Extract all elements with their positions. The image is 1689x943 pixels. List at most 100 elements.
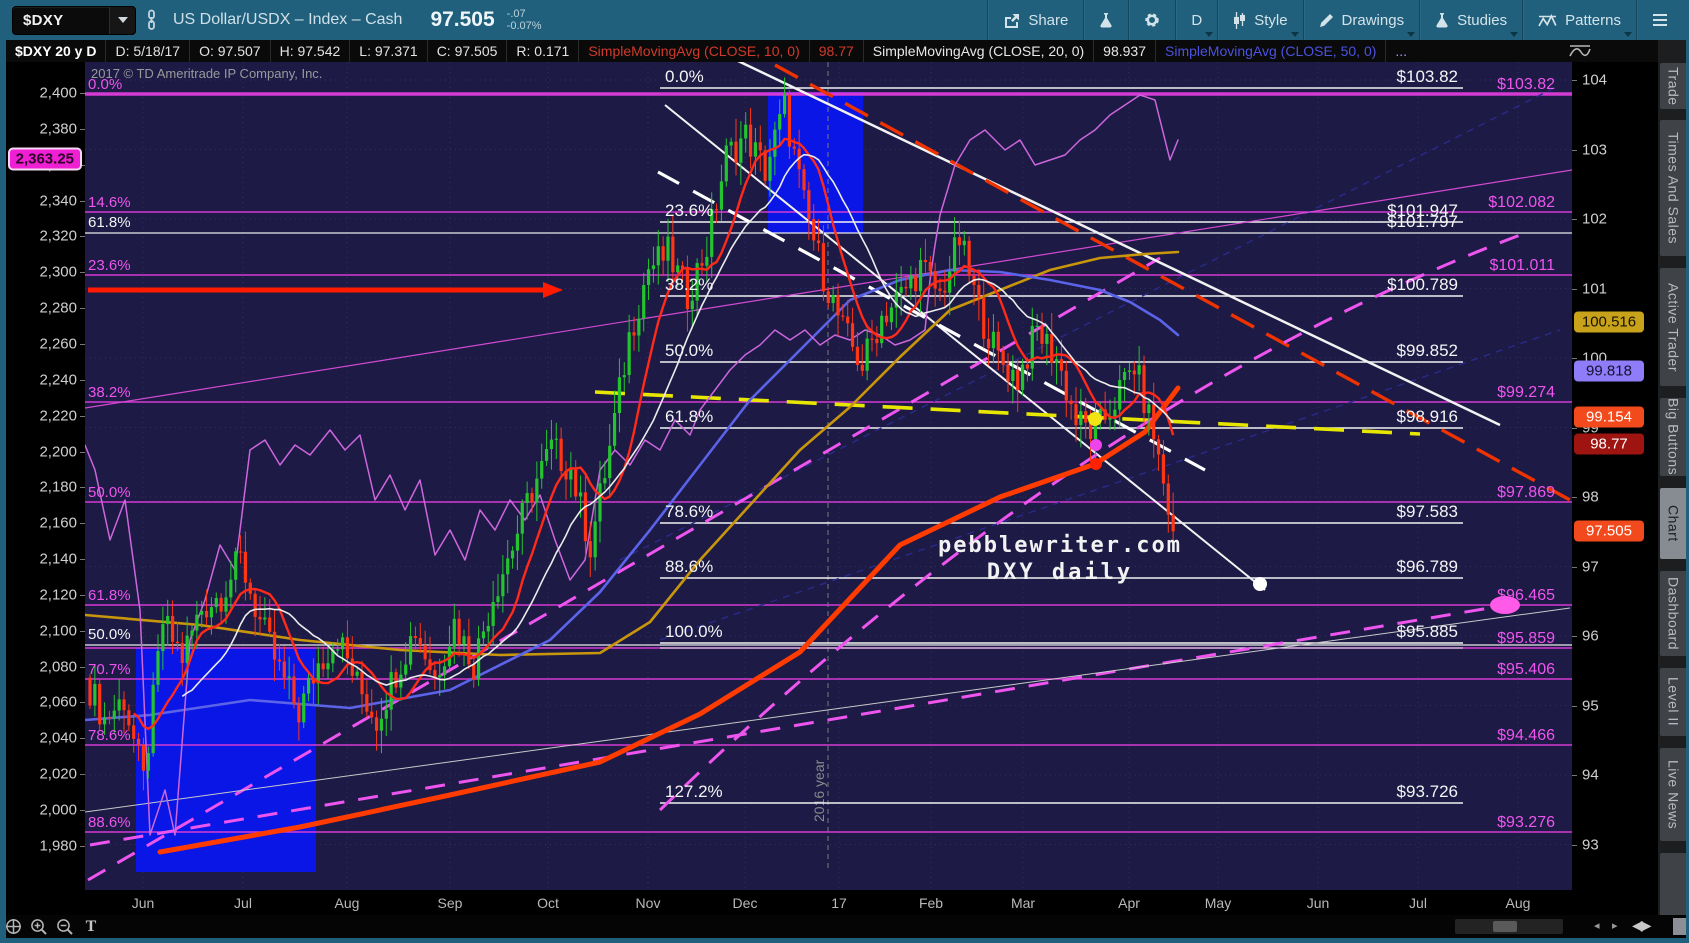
marker-dot[interactable] xyxy=(1253,577,1267,591)
trendline[interactable] xyxy=(664,104,1266,591)
tab-level-ii[interactable]: Level II xyxy=(1660,668,1687,736)
candle-body xyxy=(1093,421,1098,439)
trendline[interactable] xyxy=(774,63,1571,502)
marker-dot[interactable] xyxy=(1088,412,1102,426)
candle-body xyxy=(214,597,218,608)
settings-button[interactable] xyxy=(1128,0,1175,40)
candle-body xyxy=(816,240,821,244)
tab-big-buttons[interactable]: Big Buttons xyxy=(1660,398,1687,476)
tick-mark xyxy=(80,236,85,238)
candle-body xyxy=(413,636,418,639)
time-axis[interactable]: Jun Jul Aug Sep Oct Nov Dec 17 Feb Mar Apr May Jun Ju… xyxy=(6,890,1572,915)
tab-dashboard[interactable]: Dashboard xyxy=(1660,571,1687,656)
trendline[interactable] xyxy=(689,36,1501,427)
sma20-line[interactable] xyxy=(181,153,1174,697)
study-label[interactable]: SimpleMovingAvg (CLOSE, 20, 0) xyxy=(864,40,1095,62)
candle-body xyxy=(943,290,947,293)
zoom-out-icon[interactable] xyxy=(54,917,76,936)
candle-body xyxy=(336,649,340,651)
tick-mark xyxy=(80,666,85,668)
candle-body xyxy=(374,717,379,731)
symbol-input[interactable]: $DXY xyxy=(23,11,64,29)
candle-body xyxy=(1050,333,1054,363)
candle-body xyxy=(865,338,869,371)
candle-body xyxy=(734,141,738,163)
candle-body xyxy=(1006,364,1010,382)
tab-times-and-sales[interactable]: Times And Sales xyxy=(1660,120,1687,256)
month-label: Aug xyxy=(334,895,360,911)
style-button[interactable]: Style xyxy=(1217,0,1302,40)
zoom-in-icon[interactable] xyxy=(28,917,50,936)
left-axis-tick: 2,060 xyxy=(39,693,77,711)
menu-button[interactable] xyxy=(1636,0,1683,40)
left-axis-tick: 2,260 xyxy=(39,335,77,353)
candle-body xyxy=(277,659,282,662)
candle-body xyxy=(263,617,267,620)
comparison-spx-violet[interactable] xyxy=(84,94,1179,836)
marker-dot[interactable] xyxy=(1090,439,1102,451)
trendline[interactable] xyxy=(594,390,1421,436)
candle-body xyxy=(384,709,388,719)
left-price-axis[interactable]: 2,4002,3802,3602,3402,3202,3002,2802,260… xyxy=(6,62,85,890)
page-left-icon[interactable]: ◂ xyxy=(1594,920,1600,932)
share-button[interactable]: Share xyxy=(987,0,1083,40)
timeframe-button[interactable]: D xyxy=(1175,0,1217,40)
symbol-dropdown-button[interactable] xyxy=(109,6,135,34)
candle-body xyxy=(1161,454,1166,484)
candle-body xyxy=(457,618,461,645)
candle-body xyxy=(311,677,316,684)
study-label[interactable]: SimpleMovingAvg (CLOSE, 50, 0) xyxy=(1156,40,1387,62)
trendline[interactable] xyxy=(84,607,1571,813)
flask-icon xyxy=(1435,12,1449,28)
expand-horizontal-icon[interactable]: ◀▶ xyxy=(1632,917,1651,933)
sma200-gold[interactable] xyxy=(83,250,1180,657)
trend-ma-orange[interactable] xyxy=(157,385,1181,855)
quick-study-button[interactable] xyxy=(1083,0,1128,40)
candle-body xyxy=(1156,439,1161,455)
tab-trade[interactable]: Trade xyxy=(1660,63,1687,109)
comparison-price-badge: 2,363.25 xyxy=(7,147,82,171)
left-axis-tick: 1,980 xyxy=(39,837,77,855)
patterns-button[interactable]: Patterns xyxy=(1522,0,1636,40)
candle-body xyxy=(612,413,617,446)
candle-body xyxy=(627,332,631,376)
tab-chart[interactable]: Chart xyxy=(1660,488,1687,559)
candle-body xyxy=(282,661,286,678)
candle-body xyxy=(379,718,384,731)
tab-active-trader[interactable]: Active Trader xyxy=(1660,268,1687,386)
line-style-icon[interactable] xyxy=(1568,42,1592,62)
horizontal-scrollbar[interactable] xyxy=(1455,919,1563,934)
pan-icon[interactable] xyxy=(2,917,24,936)
studies-ellipsis[interactable]: ... xyxy=(1395,43,1408,59)
candle-body xyxy=(914,275,918,292)
list-icon xyxy=(1652,13,1668,27)
scrollbar-thumb[interactable] xyxy=(1493,921,1517,932)
page-right-icon[interactable]: ▸ xyxy=(1612,920,1618,932)
chart-label: $98.916 xyxy=(1397,407,1458,426)
tick-mark xyxy=(80,343,85,345)
sma10-line[interactable] xyxy=(132,137,1175,731)
drawings-button[interactable]: Drawings xyxy=(1302,0,1420,40)
target-ellipse[interactable] xyxy=(1490,596,1520,614)
trend-arc[interactable] xyxy=(658,233,1521,812)
candle-body xyxy=(889,307,894,323)
price-chart[interactable]: 2016 year 0.0% $103.82 14.6% $102.082 23.6% $1… xyxy=(83,36,1573,890)
candle-body xyxy=(719,181,724,210)
study-label[interactable]: SimpleMovingAvg (CLOSE, 10, 0) xyxy=(579,40,810,62)
link-charts-icon[interactable] xyxy=(146,9,157,31)
tab-live-news[interactable]: Live News xyxy=(1660,748,1687,841)
right-axis-tick: 97 xyxy=(1582,558,1599,575)
studies-button[interactable]: Studies xyxy=(1419,0,1522,40)
candle-body xyxy=(812,218,816,241)
text-tool[interactable]: T xyxy=(85,917,97,935)
marker-dot[interactable] xyxy=(1090,458,1102,470)
left-axis-tick: 2,300 xyxy=(39,263,77,281)
candle-body xyxy=(632,332,636,336)
chart-plot-area[interactable]: 2016 year 0.0% $103.82 14.6% $102.082 23.6% $1… xyxy=(83,36,1573,890)
symbol-combo[interactable]: $DXY xyxy=(12,5,136,35)
highlight-box[interactable] xyxy=(136,648,316,872)
candle-body xyxy=(1035,325,1039,327)
right-price-axis[interactable]: 104 103 102 101 100 99 98 97 96 95 94 93 100.516 99.8… xyxy=(1572,62,1658,915)
candle-body xyxy=(646,269,651,286)
candle-body xyxy=(656,246,660,266)
